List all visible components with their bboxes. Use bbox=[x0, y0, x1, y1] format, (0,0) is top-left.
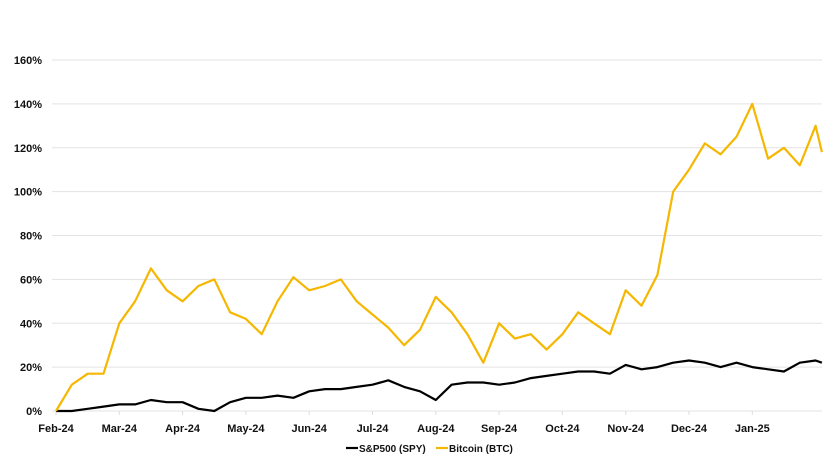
x-tick-label: Dec-24 bbox=[671, 423, 708, 435]
btc-line bbox=[55, 102, 823, 412]
y-tick-label: 160% bbox=[14, 55, 42, 67]
legend-spy-label: S&P500 (SPY) bbox=[359, 444, 426, 455]
x-tick-label: May-24 bbox=[227, 423, 265, 435]
x-tick-label: Sep-24 bbox=[481, 423, 518, 435]
x-tick-label: Nov-24 bbox=[607, 423, 645, 435]
x-tick-label: Jul-24 bbox=[357, 423, 390, 435]
y-tick-label: 120% bbox=[14, 143, 42, 155]
y-tick-label: 60% bbox=[20, 274, 42, 286]
legend-btc-label: Bitcoin (BTC) bbox=[449, 444, 513, 455]
x-tick-label: Aug-24 bbox=[417, 423, 455, 435]
x-tick-label: Jun-24 bbox=[291, 423, 327, 435]
y-tick-label: 20% bbox=[20, 362, 42, 374]
y-axis-ticks: 0% 20% 40% 60% 80% 100% 120% 140% 160% bbox=[14, 55, 42, 418]
spy-line bbox=[56, 359, 823, 413]
x-tick-label: Feb-24 bbox=[38, 423, 74, 435]
legend: S&P500 (SPY) Bitcoin (BTC) bbox=[346, 444, 513, 455]
y-tick-label: 40% bbox=[20, 318, 42, 330]
x-tick-label: Jan-25 bbox=[735, 423, 770, 435]
x-tick-label: Mar-24 bbox=[102, 423, 138, 435]
y-tick-label: 0% bbox=[26, 406, 42, 418]
y-tick-label: 100% bbox=[14, 187, 42, 199]
x-tick-label: Oct-24 bbox=[545, 423, 580, 435]
y-tick-label: 140% bbox=[14, 99, 42, 111]
y-tick-label: 80% bbox=[20, 231, 42, 243]
x-tick-label: Apr-24 bbox=[165, 423, 201, 435]
x-axis-ticks: Feb-24 Mar-24 Apr-24 May-24 Jun-24 Jul-24 Aug-… bbox=[38, 411, 770, 435]
gridlines bbox=[52, 59, 822, 412]
